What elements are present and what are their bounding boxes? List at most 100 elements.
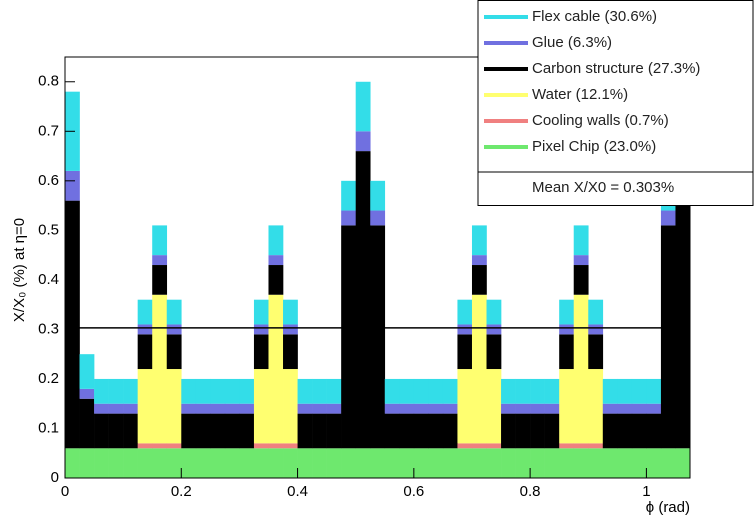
bar-segment: [254, 324, 269, 334]
y-tick-label: 0: [51, 469, 59, 486]
bar-segment: [457, 300, 472, 325]
bar-segment: [181, 404, 196, 414]
bar-segment: [65, 448, 80, 478]
bar-segment: [80, 448, 95, 478]
bar-segment: [152, 295, 167, 444]
bar-segment: [487, 443, 502, 448]
bar-segment: [298, 379, 313, 404]
bar-segment: [588, 443, 603, 448]
x-tick-label: 0: [61, 483, 69, 500]
legend-label: Glue (6.3%): [532, 34, 612, 51]
bar-segment: [545, 404, 560, 414]
bar-segment: [123, 379, 138, 404]
bar-segment: [487, 334, 502, 369]
bar-segment: [298, 414, 313, 449]
bar-segment: [545, 414, 560, 449]
bar-segment: [94, 414, 109, 449]
bar-segment: [225, 379, 240, 404]
bar-segment: [327, 379, 342, 404]
bar-segment: [385, 414, 400, 449]
bar-segment: [443, 448, 458, 478]
bar-segment: [545, 448, 560, 478]
bar-segment: [210, 379, 225, 404]
bar-segment: [399, 404, 414, 414]
bar-segment: [632, 404, 647, 414]
bar-segment: [167, 443, 182, 448]
bar-segment: [428, 404, 443, 414]
bar-segment: [414, 414, 429, 449]
bar-segment: [646, 448, 661, 478]
bar-segment: [414, 448, 429, 478]
bar-segment: [225, 414, 240, 449]
bar-segment: [559, 369, 574, 443]
bar-segment: [501, 379, 516, 404]
bar-segment: [152, 255, 167, 265]
bar-segment: [646, 404, 661, 414]
bar-segment: [283, 300, 298, 325]
bar-segment: [617, 379, 632, 404]
bar-segment: [457, 324, 472, 334]
bar-segment: [283, 448, 298, 478]
bar-segment: [457, 443, 472, 448]
bar-segment: [210, 448, 225, 478]
bar-segment: [123, 414, 138, 449]
bar-segment: [356, 131, 371, 151]
bar-segment: [661, 448, 676, 478]
bar-segment: [268, 255, 283, 265]
bar-segment: [181, 414, 196, 449]
bar-segment: [530, 379, 545, 404]
bar-segment: [167, 300, 182, 325]
bar-segment: [675, 448, 690, 478]
bar-segment: [109, 448, 124, 478]
bar-segment: [327, 448, 342, 478]
bar-segment: [443, 379, 458, 404]
bar-segment: [210, 414, 225, 449]
bar-segment: [268, 295, 283, 444]
bar-segment: [65, 171, 80, 201]
bar-segment: [254, 443, 269, 448]
x-axis-title: ϕ (rad): [646, 499, 690, 516]
bar-segment: [283, 443, 298, 448]
bar-segment: [530, 414, 545, 449]
bar-segment: [167, 324, 182, 334]
bar-segment: [501, 448, 516, 478]
x-tick-label: 1: [642, 483, 650, 500]
bar-segment: [632, 414, 647, 449]
bar-segment: [487, 448, 502, 478]
bar-segment: [356, 448, 371, 478]
bar-segment: [385, 404, 400, 414]
bar-segment: [443, 404, 458, 414]
bar-segment: [574, 295, 589, 444]
bar-segment: [501, 404, 516, 414]
x-tick-label: 0.8: [520, 483, 541, 500]
bar-segment: [370, 225, 385, 448]
bar-segment: [239, 379, 254, 404]
bar-segment: [138, 443, 153, 448]
x-tick-label: 0.2: [171, 483, 192, 500]
bar-segment: [574, 255, 589, 265]
bar-segment: [109, 414, 124, 449]
bar-segment: [399, 379, 414, 404]
bar-segment: [80, 389, 95, 399]
bar-segment: [501, 414, 516, 449]
bar-segment: [399, 448, 414, 478]
bar-segment: [516, 404, 531, 414]
bar-segment: [414, 404, 429, 414]
bar-segment: [370, 448, 385, 478]
bar-segment: [588, 324, 603, 334]
bar-segment: [472, 295, 487, 444]
bar-segment: [617, 448, 632, 478]
bar-segment: [283, 369, 298, 443]
bar-segment: [472, 448, 487, 478]
bar-segment: [312, 379, 327, 404]
bar-segment: [588, 448, 603, 478]
bar-segment: [254, 448, 269, 478]
bar-segment: [138, 300, 153, 325]
bar-segment: [312, 414, 327, 449]
bar-segment: [559, 448, 574, 478]
bar-segment: [196, 448, 211, 478]
bar-segment: [327, 404, 342, 414]
bar-segment: [138, 334, 153, 369]
bar-segment: [181, 379, 196, 404]
bar-segment: [603, 379, 618, 404]
